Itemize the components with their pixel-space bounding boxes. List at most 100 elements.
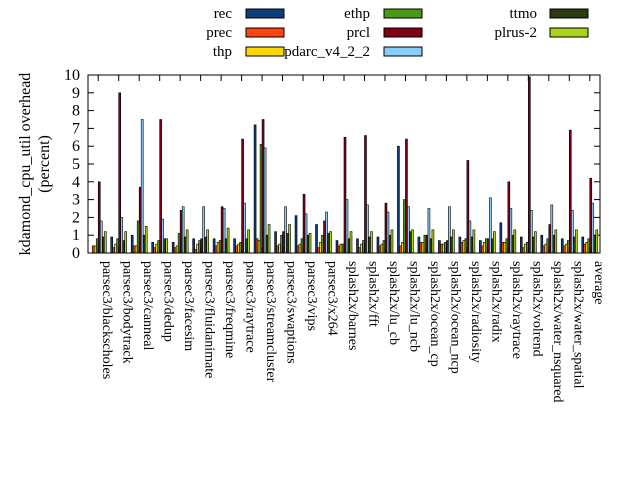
bar-thp-5 — [196, 243, 199, 254]
x-tick-label: splash2x/raytrace — [509, 261, 524, 359]
bar-thp-4 — [175, 245, 179, 254]
bar-pdarc_v4_2_2-7 — [243, 202, 246, 254]
bar-pdarc_v4_2_2-5 — [202, 206, 205, 254]
bar-plrus-2-0 — [103, 231, 107, 254]
x-tick-label: parsec3/swaptions — [284, 261, 299, 364]
bar-plrus-2-7 — [247, 229, 250, 254]
bar-rec-4 — [171, 242, 175, 254]
bar-thp-2 — [134, 245, 138, 254]
bar-ttmo-20 — [511, 234, 515, 254]
legend-label-ttmo: ttmo — [509, 6, 537, 22]
bar-pdarc_v4_2_2-3 — [161, 218, 164, 254]
bar-prcl-3 — [159, 119, 162, 254]
y-tick-label: 9 — [72, 85, 80, 102]
bar-prec-0 — [91, 245, 95, 254]
legend-label-thp: thp — [213, 44, 232, 60]
bar-rec-3 — [151, 242, 154, 254]
bar-plrus-2-16 — [431, 229, 435, 254]
bar-pdarc_v4_2_2-6 — [222, 208, 226, 254]
legend-label-pdarc_v4_2_2: pdarc_v4_2_2 — [284, 44, 370, 60]
y-tick-label: 0 — [72, 245, 80, 262]
bar-prcl-1 — [118, 92, 122, 254]
bar-plrus-2-8 — [267, 224, 271, 254]
x-tick-label: splash2x/ocean_ncp — [447, 261, 462, 374]
x-tick-label: parsec3/fluidanimate — [202, 261, 217, 378]
bar-ttmo-0 — [101, 236, 105, 254]
y-tick-label: 3 — [72, 192, 80, 209]
bar-pdarc_v4_2_2-2 — [140, 119, 144, 254]
legend-swatch-rec — [245, 8, 285, 19]
bar-plrus-2-23 — [574, 229, 578, 254]
x-tick-label: parsec3/x264 — [325, 261, 340, 336]
bar-plrus-2-20 — [513, 229, 517, 254]
bar-pdarc_v4_2_2-1 — [120, 217, 124, 254]
plot-frame — [87, 74, 601, 254]
x-tick-label: parsec3/raytrace — [243, 261, 258, 353]
bar-plrus-2-1 — [124, 231, 128, 254]
bar-thp-0 — [93, 245, 97, 254]
bar-plrus-2-19 — [493, 231, 496, 254]
y-tick-label: 6 — [72, 138, 80, 155]
bar-ttmo-5 — [204, 236, 207, 254]
bar-prec-2 — [132, 245, 136, 254]
x-tick-label: splash2x/volrend — [529, 261, 544, 357]
bar-prec-5 — [194, 249, 197, 254]
y-tick-label: 2 — [72, 209, 80, 226]
x-tick-label: parsec3/canneal — [140, 261, 155, 350]
bar-rec-1 — [110, 236, 114, 254]
y-tick-label: 7 — [72, 120, 80, 137]
y-axis-label-line-1: kdamond_cpu_util overhead — [17, 73, 34, 256]
bar-prcl-7 — [241, 138, 244, 254]
x-tick-label: parsec3/blackscholes — [99, 261, 114, 379]
bar-prec-6 — [214, 245, 218, 254]
bar-plrus-2-12 — [349, 231, 353, 254]
bar-plrus-2-9 — [288, 224, 291, 254]
bar-plrus-2-10 — [308, 233, 312, 254]
legend-swatch-thp — [245, 46, 285, 57]
legend-label-rec: rec — [214, 6, 233, 22]
y-tick-label: 5 — [72, 156, 80, 173]
x-tick-label: splash2x/water_nsquared — [550, 261, 565, 403]
y-axis-label: kdamond_cpu_util overhead (percent) — [17, 73, 53, 256]
bar-prcl-2 — [138, 186, 142, 254]
x-tick-label: splash2x/ocean_cp — [427, 261, 442, 367]
bar-plrus-2-18 — [472, 229, 476, 254]
bar-prec-4 — [173, 247, 177, 254]
bar-prec-3 — [153, 247, 156, 254]
bar-plrus-2-11 — [329, 231, 332, 254]
legend-swatch-plrus-2 — [549, 27, 589, 38]
bar-thp-1 — [114, 243, 118, 254]
legend-swatch-prec — [245, 27, 285, 38]
x-tick-label: average — [591, 261, 606, 305]
bar-prec-7 — [235, 245, 238, 254]
bar-rec-6 — [212, 238, 216, 254]
bar-rec-7 — [233, 238, 236, 254]
bar-plrus-2-24 — [595, 229, 599, 254]
bar-prcl-0 — [97, 181, 101, 254]
x-tick-label: parsec3/facesim — [181, 261, 196, 351]
bar-plrus-2-22 — [554, 229, 558, 254]
bar-pdarc_v4_2_2-0 — [99, 220, 103, 254]
bar-plrus-2-14 — [390, 229, 394, 254]
bar-ttmo-6 — [224, 238, 228, 254]
bar-plrus-2-15 — [411, 229, 414, 254]
bar-plrus-2-6 — [226, 227, 230, 254]
legend-label-prec: prec — [206, 25, 232, 41]
bar-rec-5 — [192, 238, 195, 254]
bar-ttmo-3 — [163, 238, 166, 254]
bar-ttmo-4 — [183, 236, 187, 254]
bar-rec-2 — [130, 234, 134, 254]
bars — [91, 76, 599, 254]
x-tick-label: splash2x/lu_ncb — [406, 261, 421, 352]
bar-ttmo-2 — [142, 234, 146, 254]
legend-swatch-pdarc_v4_2_2 — [383, 46, 423, 57]
x-tick-label: parsec3/streamcluster — [263, 261, 278, 383]
bar-prec-1 — [112, 247, 116, 254]
x-tick-label: parsec3/bodytrack — [120, 261, 135, 364]
bar-thp-7 — [237, 243, 240, 254]
legend-label-plrus-2: plrus-2 — [495, 25, 538, 41]
x-tick-label: parsec3/dedup — [161, 261, 176, 342]
bar-plrus-2-2 — [144, 226, 148, 254]
bar-rec-15 — [397, 145, 400, 254]
